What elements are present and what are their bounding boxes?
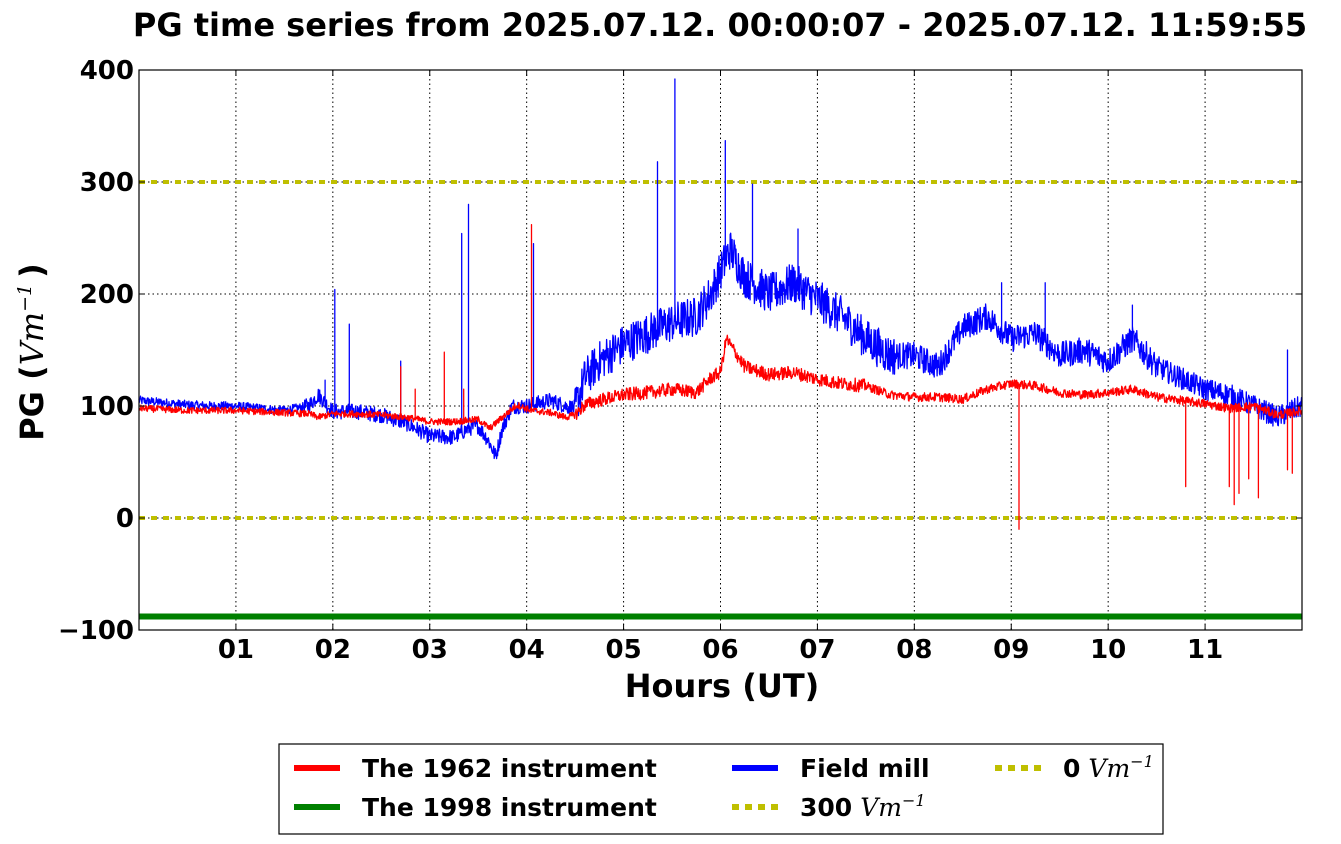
x-tick-label: 05 (605, 635, 641, 665)
chart-title: PG time series from 2025.07.12. 00:00:07… (133, 6, 1307, 44)
series-line (138, 223, 1303, 530)
legend-label-300: 300 Vm−1 (800, 791, 926, 822)
x-tick-label: 04 (509, 635, 545, 665)
x-tick-label: 11 (1187, 635, 1223, 665)
legend-item-0: 0 Vm−1 (995, 752, 1154, 783)
legend: The 1962 instrument The 1998 instrument … (278, 743, 1164, 835)
x-tick-label: 02 (315, 635, 351, 665)
x-axis-ticks: 01 02 03 04 05 06 07 08 09 10 11 (218, 70, 1223, 665)
x-tick-label: 10 (1090, 635, 1126, 665)
y-axis-label-close: ) (13, 263, 51, 278)
series-layer (138, 78, 1303, 620)
y-axis-label-unit: Vm (13, 312, 51, 365)
x-tick-label: 08 (896, 635, 932, 665)
x-tick-label: 06 (702, 635, 738, 665)
legend-frame (278, 743, 1164, 835)
y-tick-label: 0 (116, 504, 134, 534)
y-axis-label-exp: −1 (14, 284, 36, 312)
legend-item-1962: The 1962 instrument (294, 754, 657, 783)
x-tick-label: 09 (993, 635, 1029, 665)
y-tick-label: 300 (80, 168, 134, 198)
legend-label-1998: The 1998 instrument (362, 793, 657, 822)
x-tick-label: 07 (799, 635, 835, 665)
x-tick-label: 03 (412, 635, 448, 665)
legend-label-field-mill: Field mill (800, 754, 930, 783)
legend-label-300-unit: Vm (860, 793, 902, 822)
legend-label-1962: The 1962 instrument (362, 754, 657, 783)
x-axis-label: Hours (UT) (625, 667, 820, 705)
y-tick-label: −100 (58, 616, 134, 646)
legend-item-300: 300 Vm−1 (732, 791, 926, 822)
series-line (138, 78, 1303, 460)
y-tick-label: 100 (80, 392, 134, 422)
legend-label-300-value: 300 (800, 793, 852, 822)
y-tick-label: 200 (80, 280, 134, 310)
x-tick-label: 01 (218, 635, 254, 665)
legend-label-0-exp: −1 (1130, 752, 1154, 771)
legend-item-1998: The 1998 instrument (294, 793, 657, 822)
legend-label-0-unit: Vm (1088, 754, 1130, 783)
plot-area (138, 69, 1303, 631)
legend-item-field-mill: Field mill (732, 754, 930, 783)
series-2 (138, 78, 1303, 460)
legend-label-300-exp: −1 (902, 791, 926, 810)
y-tick-label: 400 (80, 56, 134, 86)
y-axis-ticks: −100 0 100 200 300 400 (58, 56, 1302, 646)
legend-label-0-value: 0 (1063, 754, 1080, 783)
y-axis-label: PG (Vm−1) (13, 263, 51, 441)
legend-label-0: 0 Vm−1 (1063, 752, 1154, 783)
y-axis-label-main: PG ( (13, 365, 51, 440)
series-0 (138, 223, 1303, 530)
